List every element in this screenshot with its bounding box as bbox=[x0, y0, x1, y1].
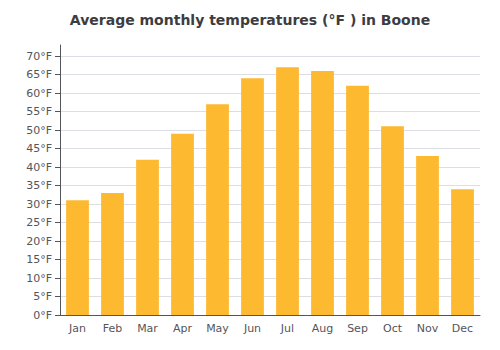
svg-text:Mar: Mar bbox=[137, 322, 158, 335]
svg-text:50°F: 50°F bbox=[26, 124, 52, 137]
svg-text:65°F: 65°F bbox=[26, 68, 52, 81]
svg-text:5°F: 5°F bbox=[33, 290, 52, 303]
svg-text:25°F: 25°F bbox=[26, 216, 52, 229]
svg-text:Dec: Dec bbox=[452, 322, 473, 335]
svg-text:Jul: Jul bbox=[280, 322, 294, 335]
svg-text:0°F: 0°F bbox=[33, 309, 52, 322]
svg-text:35°F: 35°F bbox=[26, 179, 52, 192]
svg-text:Apr: Apr bbox=[173, 322, 193, 335]
svg-text:Jan: Jan bbox=[68, 322, 86, 335]
svg-text:Aug: Aug bbox=[312, 322, 333, 335]
svg-text:10°F: 10°F bbox=[26, 272, 52, 285]
svg-text:Jun: Jun bbox=[243, 322, 261, 335]
svg-text:30°F: 30°F bbox=[26, 198, 52, 211]
svg-text:55°F: 55°F bbox=[26, 105, 52, 118]
svg-text:70°F: 70°F bbox=[26, 50, 52, 63]
svg-text:15°F: 15°F bbox=[26, 253, 52, 266]
svg-text:Nov: Nov bbox=[417, 322, 439, 335]
svg-text:20°F: 20°F bbox=[26, 235, 52, 248]
svg-text:Feb: Feb bbox=[103, 322, 122, 335]
svg-text:40°F: 40°F bbox=[26, 161, 52, 174]
svg-text:May: May bbox=[206, 322, 229, 335]
svg-text:Oct: Oct bbox=[383, 322, 403, 335]
svg-text:Average monthly temperatures (: Average monthly temperatures (°F ) in Bo… bbox=[70, 12, 430, 28]
svg-text:60°F: 60°F bbox=[26, 87, 52, 100]
svg-text:45°F: 45°F bbox=[26, 142, 52, 155]
svg-text:Sep: Sep bbox=[347, 322, 368, 335]
